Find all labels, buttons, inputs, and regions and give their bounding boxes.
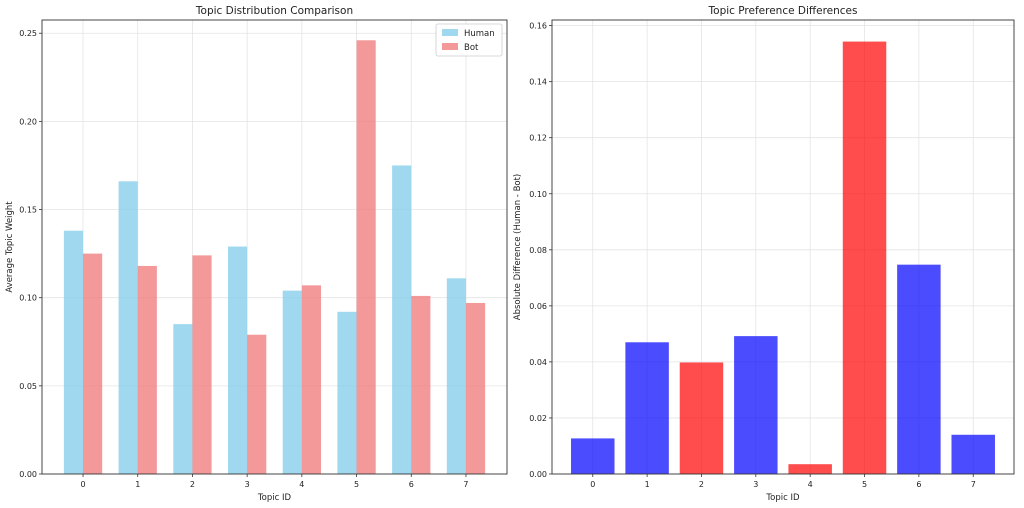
left-y-axis-label: Average Topic Weight xyxy=(5,201,15,293)
bar-bot-topic-4 xyxy=(301,285,321,474)
left-y-tick-label: 0.10 xyxy=(19,294,37,303)
right-y-tick-label: 0.08 xyxy=(529,246,547,255)
bar-human-topic-3 xyxy=(228,246,248,474)
topic-preference-chart: 0.00 0.02 0.04 0.06 0.08 0.10 0.12 0.14 0.16 0 1 2 3… xyxy=(513,5,1015,503)
right-y-tick-label: 0.06 xyxy=(529,302,547,311)
left-x-tick-label: 5 xyxy=(354,480,359,489)
bar-difference-topic-6 xyxy=(897,264,941,474)
right-x-tick-label: 2 xyxy=(699,480,704,489)
bar-difference-topic-1 xyxy=(625,342,669,474)
right-x-tick-label: 0 xyxy=(590,480,595,489)
right-y-tick-label: 0.16 xyxy=(529,22,547,31)
bar-difference-topic-0 xyxy=(571,438,615,474)
left-x-tick-label: 7 xyxy=(463,480,468,489)
left-y-tick-label: 0.15 xyxy=(19,206,37,215)
bar-difference-topic-7 xyxy=(951,434,995,474)
left-x-tick-label: 4 xyxy=(299,480,304,489)
right-x-tick-label: 6 xyxy=(916,480,921,489)
bar-human-topic-5 xyxy=(337,311,357,474)
legend-swatch-human xyxy=(442,29,458,36)
right-y-tick-label: 0.00 xyxy=(529,470,547,479)
bar-bot-topic-2 xyxy=(192,255,212,474)
bar-human-topic-1 xyxy=(118,181,138,474)
bar-human-topic-6 xyxy=(392,165,412,475)
bar-bot-topic-7 xyxy=(465,302,486,474)
legend-label-bot: Bot xyxy=(464,43,479,53)
right-y-axis-label: Absolute Difference (Human - Bot) xyxy=(513,174,523,321)
bar-bot-topic-6 xyxy=(411,295,431,474)
legend-swatch-bot xyxy=(442,43,458,50)
right-x-axis-label: Topic ID xyxy=(765,493,800,503)
bar-bot-topic-1 xyxy=(137,265,157,474)
bar-difference-topic-5 xyxy=(842,41,887,475)
bar-bot-topic-0 xyxy=(83,253,103,474)
right-y-tick-label: 0.14 xyxy=(529,78,547,87)
right-y-tick-label: 0.02 xyxy=(529,414,547,423)
right-y-tick-label: 0.10 xyxy=(529,190,547,199)
right-x-tick-label: 5 xyxy=(862,480,867,489)
bar-human-topic-4 xyxy=(282,290,302,474)
left-y-tick-label: 0.25 xyxy=(19,29,37,38)
left-y-tick-label: 0.20 xyxy=(19,117,37,126)
legend: Human Bot xyxy=(435,23,503,57)
right-bars xyxy=(571,41,995,475)
left-bars xyxy=(63,40,486,475)
left-chart-title: Topic Distribution Comparison xyxy=(195,5,353,17)
left-x-tick-label: 0 xyxy=(80,480,85,489)
bar-human-topic-7 xyxy=(446,278,466,474)
bar-difference-topic-2 xyxy=(679,362,724,474)
right-x-tick-label: 1 xyxy=(645,480,650,489)
bar-bot-topic-3 xyxy=(247,334,267,474)
right-y-tick-label: 0.04 xyxy=(529,358,547,367)
left-x-tick-label: 1 xyxy=(135,480,140,489)
bar-bot-topic-5 xyxy=(356,40,376,474)
bar-human-topic-0 xyxy=(63,230,84,474)
bar-difference-topic-3 xyxy=(734,336,778,474)
right-y-tick-label: 0.12 xyxy=(529,134,547,143)
topic-distribution-chart: 0.00 0.05 0.10 0.15 0.20 0.25 0 1 2 3 4 5 6 7 Topic D… xyxy=(5,5,508,503)
right-axes-frame xyxy=(551,19,1015,475)
left-axes-frame xyxy=(41,19,508,475)
right-x-tick-label: 3 xyxy=(753,480,758,489)
right-x-tick-label: 4 xyxy=(808,480,813,489)
right-chart-title: Topic Preference Differences xyxy=(708,5,858,17)
right-x-tick-label: 7 xyxy=(971,480,976,489)
bar-difference-topic-4 xyxy=(788,464,832,474)
bar-human-topic-2 xyxy=(173,324,193,474)
right-ticks: 0.00 0.02 0.04 0.06 0.08 0.10 0.12 0.14 0.16 0 1 2 3… xyxy=(529,22,976,489)
left-y-tick-label: 0.05 xyxy=(19,382,37,391)
left-y-tick-label: 0.00 xyxy=(19,470,37,479)
left-x-tick-label: 6 xyxy=(409,480,414,489)
left-ticks: 0.00 0.05 0.10 0.15 0.20 0.25 0 1 2 3 4 5 6 7 xyxy=(19,29,468,489)
left-x-axis-label: Topic ID xyxy=(257,493,292,503)
legend-label-human: Human xyxy=(464,29,495,39)
left-x-tick-label: 3 xyxy=(245,480,250,489)
left-x-tick-label: 2 xyxy=(190,480,195,489)
